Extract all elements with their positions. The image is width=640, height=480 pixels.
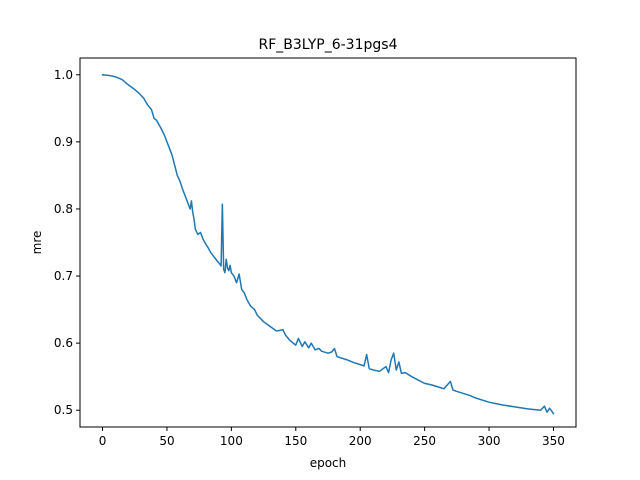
x-tick-label: 250	[413, 434, 436, 448]
plot-frame	[79, 57, 577, 428]
y-tick-label: 0.9	[54, 135, 73, 149]
y-tick-label: 0.5	[54, 403, 73, 417]
y-axis-label: mre	[30, 231, 44, 255]
x-tick-label: 50	[159, 434, 174, 448]
y-tick-label: 0.6	[54, 336, 73, 350]
y-tick-label: 0.7	[54, 269, 73, 283]
x-tick-label: 350	[542, 434, 565, 448]
x-tick-label: 300	[478, 434, 501, 448]
x-tick-label: 0	[99, 434, 107, 448]
x-axis-ticks: 0 50 100 150 200 250 300 350	[99, 427, 565, 448]
series-layer	[101, 73, 555, 415]
x-tick-label: 100	[220, 434, 243, 448]
chart-title: RF_B3LYP_6-31pgs4	[259, 37, 398, 53]
y-axis-ticks: 0.5 0.6 0.7 0.8 0.9 1.0	[54, 68, 80, 417]
x-tick-label: 200	[349, 434, 372, 448]
y-tick-label: 1.0	[54, 68, 73, 82]
x-axis-label: epoch	[310, 456, 347, 470]
y-tick-label: 0.8	[54, 202, 73, 216]
series-line	[101, 73, 555, 415]
x-tick-label: 150	[284, 434, 307, 448]
plot-area	[80, 58, 576, 427]
